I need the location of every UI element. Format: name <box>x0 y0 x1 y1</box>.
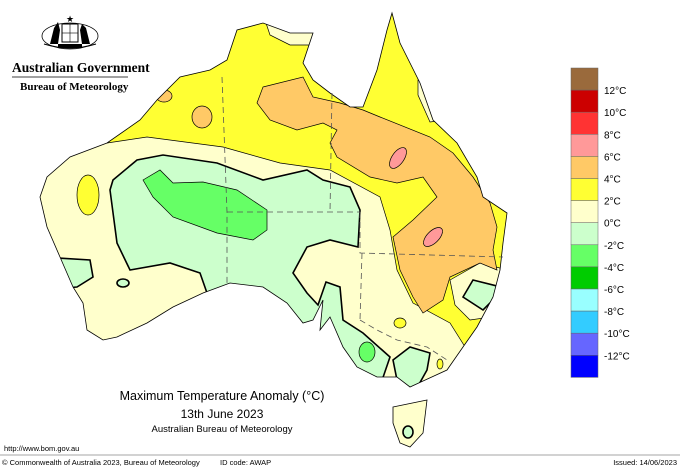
color-legend: 12°C 10°C 8°C 6°C 4°C 2°C 0°C -2°C -4°C -6°C -8°C -… <box>570 67 630 378</box>
field-2-to-4-patch <box>436 358 444 370</box>
border-qld <box>359 212 504 258</box>
field-minus4-to-minus2-patch <box>358 341 376 363</box>
legend-swatch <box>570 355 599 378</box>
footer-id-code: ID code: AWAP <box>220 458 271 467</box>
legend-label: 10°C <box>604 108 626 119</box>
org-name: Australian Government <box>12 60 150 75</box>
map-source: Australian Bureau of Meteorology <box>152 424 293 435</box>
legend-swatch <box>570 244 599 268</box>
org-department: Bureau of Meteorology <box>20 81 129 93</box>
legend-swatch <box>570 89 599 113</box>
legend-label: 6°C <box>604 152 621 163</box>
legend-label: -4°C <box>604 263 624 274</box>
field-6-to-8 <box>389 147 407 169</box>
field-2-to-4-patch <box>76 174 100 216</box>
map-date: 13th June 2023 <box>181 407 264 421</box>
coastline <box>39 11 508 388</box>
footer-url[interactable]: http://www.bom.gov.au <box>4 444 79 453</box>
legend-label: 8°C <box>604 130 621 141</box>
footer-copyright: © Commonwealth of Australia 2023, Bureau… <box>2 458 200 467</box>
legend-label: -2°C <box>604 241 624 252</box>
coastline-tasmania <box>392 399 428 448</box>
field-4-to-6-patch <box>155 89 173 103</box>
legend-swatch <box>570 222 599 246</box>
legend-swatch <box>570 67 599 91</box>
map-title: Maximum Temperature Anomaly (°C) <box>120 389 325 403</box>
coat-of-arms-logo: ★ <box>41 14 99 50</box>
legend-swatch <box>570 134 599 157</box>
field-minus2-to-0-patch <box>116 278 130 288</box>
legend-swatch <box>570 288 599 312</box>
legend-label: 0°C <box>604 219 621 230</box>
field-minus4-to-minus2 <box>142 169 268 241</box>
legend-label: 12°C <box>604 86 626 97</box>
field-2-to-4-patch <box>393 317 407 329</box>
svg-text:★: ★ <box>66 14 74 24</box>
field-6-to-8 <box>423 227 443 247</box>
legend-swatch <box>570 332 599 356</box>
legend-swatch <box>570 111 599 135</box>
legend-label: -8°C <box>604 307 624 318</box>
legend-label: -12°C <box>604 351 630 362</box>
border-nsw-vic <box>359 319 448 361</box>
legend-label: 2°C <box>604 197 621 208</box>
legend-swatch <box>570 156 599 179</box>
legend-label: -6°C <box>604 285 624 296</box>
field-4-to-6-patch <box>191 105 213 129</box>
legend-swatch <box>570 200 599 223</box>
legend-swatch <box>570 266 599 290</box>
legend-swatch <box>570 310 599 334</box>
field-minus2-to-0-patch <box>402 425 414 439</box>
border-sa-nsw <box>359 252 363 321</box>
field-4-to-6 <box>256 76 498 314</box>
footer-issued: Issued: 14/06/2023 <box>613 458 677 467</box>
legend-swatch <box>570 178 599 201</box>
state-borders <box>221 76 504 361</box>
legend-label: 4°C <box>604 175 621 186</box>
legend-label: -10°C <box>604 329 630 340</box>
